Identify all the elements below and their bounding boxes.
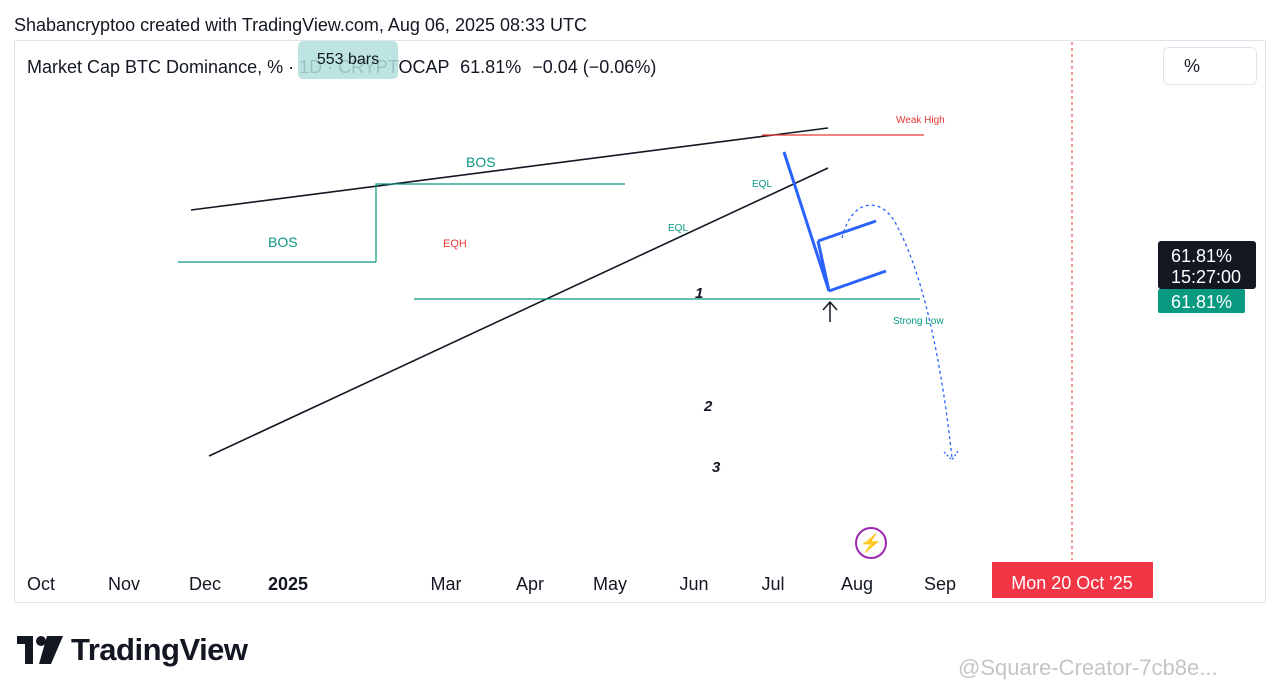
x-tick-label: Sep	[924, 574, 956, 594]
close-price-label: 61.81%	[1171, 292, 1232, 312]
tradingview-wordmark: TradingView	[71, 632, 248, 667]
annotation-label: EQH	[443, 238, 467, 250]
flag-lower-line	[828, 269, 887, 293]
x-tick-label: Mar	[431, 574, 462, 594]
annotation-label: EQL	[752, 179, 772, 190]
x-tick-label: Apr	[516, 574, 544, 594]
drawings-layer: BOS BOS EQH EQL EQL Weak High Strong Low 1 2 3	[178, 115, 959, 476]
x-tick-label: May	[593, 574, 627, 594]
flag-upper-line	[817, 219, 877, 243]
bars-count-badge[interactable]: 553 bars	[298, 41, 398, 79]
wedge-upper-trendline	[190, 127, 829, 211]
projection-path	[841, 204, 953, 459]
annotation-label: Weak High	[896, 115, 945, 126]
axis-layer: 52.00%54.00%56.00%58.00%60.00%62.00%64.0…	[27, 241, 1256, 598]
annotation-label: EQL	[668, 223, 688, 234]
drop-line	[782, 151, 831, 292]
x-tick-label: Nov	[108, 574, 140, 594]
tradingview-mark-icon	[17, 636, 63, 664]
creator-watermark: @Square-Creator-7cb8e...	[958, 655, 1218, 680]
annotation-label: 3	[712, 459, 721, 476]
close-price-badge	[1158, 289, 1245, 313]
last-price: 61.81%	[460, 57, 522, 77]
current-price-label: 61.81%	[1171, 246, 1232, 266]
bos-upper-line	[375, 183, 625, 262]
chart-attribution: Shabancryptoo created with TradingView.c…	[14, 15, 588, 35]
projection-arrowhead	[943, 450, 959, 462]
annotation-label: 1	[695, 285, 703, 302]
crosshair-date-badge	[992, 562, 1153, 598]
current-price-badge	[1158, 241, 1256, 289]
arrow-up-icon	[822, 300, 838, 322]
annotation-label: 2	[703, 398, 713, 415]
annotation-label: BOS	[466, 154, 496, 170]
wedge-lower-trendline	[208, 167, 829, 457]
price-change: −0.04 (−0.06%)	[532, 57, 657, 77]
x-tick-label: Aug	[841, 574, 873, 594]
x-tick-label: Jun	[679, 574, 708, 594]
crosshair-date-label: Mon 20 Oct '25	[1011, 573, 1133, 593]
percent-scale-button[interactable]: %	[1163, 47, 1257, 85]
zones-layer	[1071, 42, 1073, 560]
x-tick-label: Dec	[189, 574, 221, 594]
annotation-label: Strong Low	[893, 316, 944, 327]
x-tick-label: Oct	[27, 574, 55, 594]
x-tick-label: 2025	[268, 574, 308, 594]
annotation-label: BOS	[268, 234, 298, 250]
countdown-label: 15:27:00	[1171, 267, 1241, 287]
chart-frame	[14, 40, 1266, 603]
flash-icon[interactable]: ⚡	[855, 527, 887, 559]
tradingview-logo: TradingView	[17, 630, 248, 670]
flag-left-line	[816, 240, 831, 292]
x-tick-label: Jul	[761, 574, 784, 594]
